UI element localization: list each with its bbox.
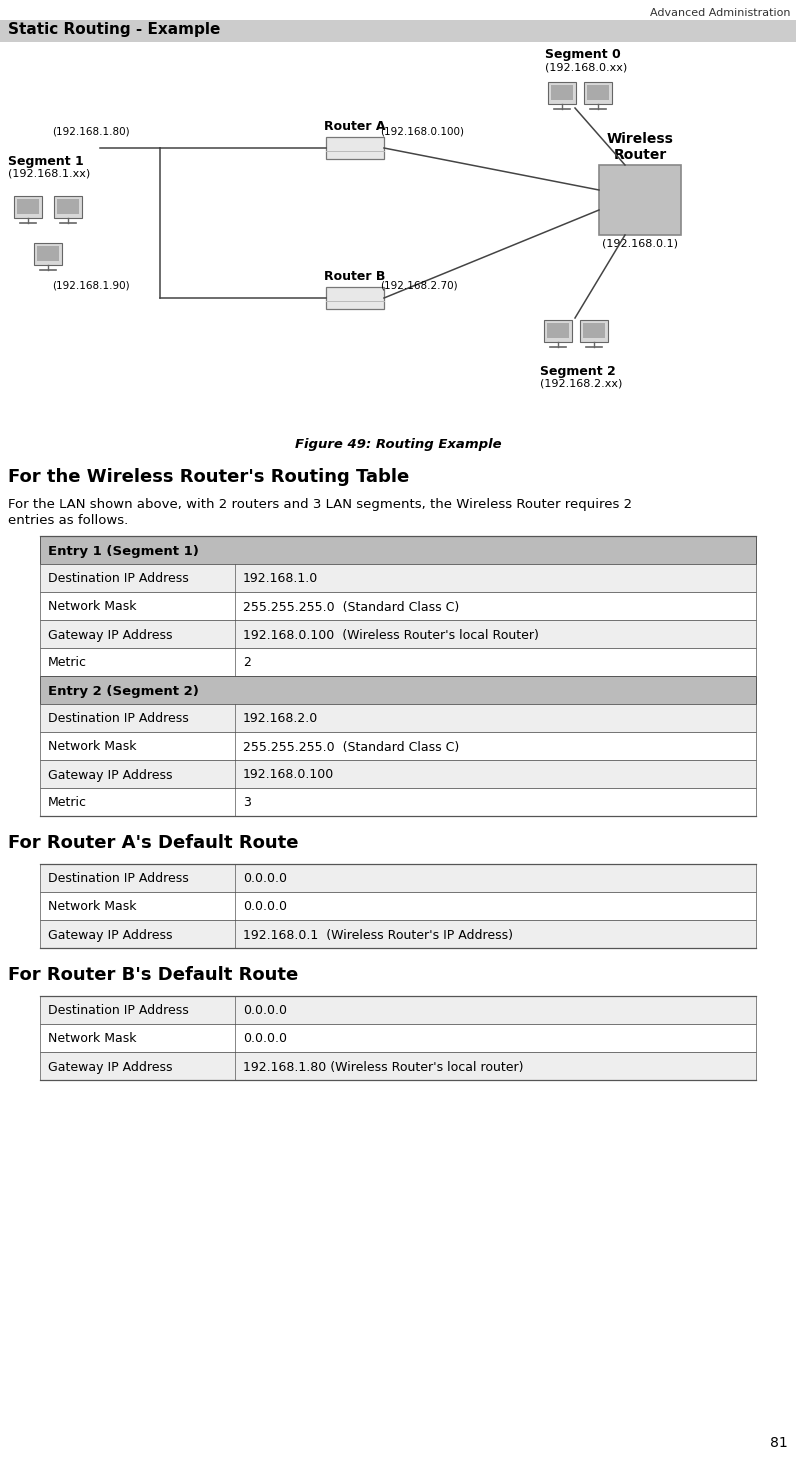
Text: (192.168.0.1): (192.168.0.1) bbox=[602, 238, 678, 248]
Text: Destination IP Address: Destination IP Address bbox=[48, 712, 189, 725]
Bar bbox=[14, 197, 42, 219]
Text: Network Mask: Network Mask bbox=[48, 740, 136, 753]
Text: 0.0.0.0: 0.0.0.0 bbox=[243, 1032, 287, 1045]
Bar bbox=[40, 788, 756, 816]
Text: 255.255.255.0  (Standard Class C): 255.255.255.0 (Standard Class C) bbox=[243, 600, 459, 614]
Text: Entry 2 (Segment 2): Entry 2 (Segment 2) bbox=[48, 684, 199, 697]
Bar bbox=[580, 320, 608, 342]
Bar bbox=[40, 893, 756, 920]
Text: (192.168.0.100): (192.168.0.100) bbox=[380, 126, 464, 137]
Text: 0.0.0.0: 0.0.0.0 bbox=[243, 872, 287, 885]
Bar bbox=[548, 82, 576, 104]
Text: (192.168.0.xx): (192.168.0.xx) bbox=[545, 62, 627, 72]
Bar bbox=[40, 760, 756, 788]
Bar bbox=[587, 85, 609, 100]
Text: (192.168.2.70): (192.168.2.70) bbox=[380, 280, 458, 291]
Text: 2: 2 bbox=[243, 656, 251, 669]
Text: Router A: Router A bbox=[324, 120, 386, 134]
Text: For the Wireless Router's Routing Table: For the Wireless Router's Routing Table bbox=[8, 468, 409, 486]
Bar bbox=[54, 197, 82, 219]
Bar bbox=[40, 733, 756, 760]
Text: 192.168.2.0: 192.168.2.0 bbox=[243, 712, 318, 725]
Bar bbox=[40, 564, 756, 592]
Bar bbox=[40, 592, 756, 619]
Bar bbox=[0, 21, 796, 43]
Text: 3: 3 bbox=[243, 797, 251, 809]
Text: 192.168.0.100  (Wireless Router's local Router): 192.168.0.100 (Wireless Router's local R… bbox=[243, 628, 539, 642]
Bar bbox=[40, 705, 756, 733]
Bar bbox=[17, 200, 39, 214]
Text: Destination IP Address: Destination IP Address bbox=[48, 872, 189, 885]
Bar bbox=[551, 85, 573, 100]
Bar bbox=[40, 1025, 756, 1053]
Bar bbox=[40, 865, 756, 893]
Text: (192.168.2.xx): (192.168.2.xx) bbox=[540, 379, 622, 389]
Text: Static Routing - Example: Static Routing - Example bbox=[8, 22, 220, 37]
Text: 0.0.0.0: 0.0.0.0 bbox=[243, 900, 287, 913]
Bar bbox=[544, 320, 572, 342]
Text: 192.168.0.100: 192.168.0.100 bbox=[243, 769, 334, 781]
Text: Figure 49: Routing Example: Figure 49: Routing Example bbox=[295, 437, 501, 451]
Text: (192.168.1.90): (192.168.1.90) bbox=[53, 280, 130, 291]
Bar bbox=[37, 247, 59, 261]
Bar bbox=[583, 323, 605, 338]
Bar bbox=[40, 1053, 756, 1080]
Text: For Router A's Default Route: For Router A's Default Route bbox=[8, 834, 298, 851]
Text: For the LAN shown above, with 2 routers and 3 LAN segments, the Wireless Router : For the LAN shown above, with 2 routers … bbox=[8, 498, 632, 511]
Text: Network Mask: Network Mask bbox=[48, 600, 136, 614]
Text: Segment 2: Segment 2 bbox=[540, 366, 616, 377]
Bar bbox=[40, 647, 756, 675]
Text: Gateway IP Address: Gateway IP Address bbox=[48, 628, 173, 642]
Text: Network Mask: Network Mask bbox=[48, 1032, 136, 1045]
Text: Segment 0: Segment 0 bbox=[545, 48, 621, 62]
Text: Segment 1: Segment 1 bbox=[8, 156, 84, 167]
Bar bbox=[599, 164, 681, 235]
Text: Gateway IP Address: Gateway IP Address bbox=[48, 769, 173, 781]
Text: Metric: Metric bbox=[48, 797, 87, 809]
Text: 255.255.255.0  (Standard Class C): 255.255.255.0 (Standard Class C) bbox=[243, 740, 459, 753]
Text: 192.168.0.1  (Wireless Router's IP Address): 192.168.0.1 (Wireless Router's IP Addres… bbox=[243, 928, 513, 941]
Text: Destination IP Address: Destination IP Address bbox=[48, 573, 189, 586]
Text: Entry 1 (Segment 1): Entry 1 (Segment 1) bbox=[48, 545, 199, 558]
Text: 192.168.1.80 (Wireless Router's local router): 192.168.1.80 (Wireless Router's local ro… bbox=[243, 1060, 524, 1073]
Bar bbox=[40, 619, 756, 647]
Text: Destination IP Address: Destination IP Address bbox=[48, 1004, 189, 1017]
Text: 192.168.1.0: 192.168.1.0 bbox=[243, 573, 318, 586]
Text: Router B: Router B bbox=[324, 270, 386, 283]
Text: (192.168.1.80): (192.168.1.80) bbox=[53, 126, 130, 137]
Bar bbox=[40, 995, 756, 1025]
Bar bbox=[326, 137, 384, 159]
Text: Wireless
Router: Wireless Router bbox=[607, 132, 673, 161]
Text: 81: 81 bbox=[771, 1436, 788, 1450]
Text: Gateway IP Address: Gateway IP Address bbox=[48, 928, 173, 941]
Bar bbox=[584, 82, 612, 104]
Bar bbox=[40, 920, 756, 948]
Text: (192.168.1.xx): (192.168.1.xx) bbox=[8, 169, 90, 179]
Bar bbox=[40, 536, 756, 564]
Text: Gateway IP Address: Gateway IP Address bbox=[48, 1060, 173, 1073]
Bar bbox=[57, 200, 79, 214]
Text: Advanced Administration: Advanced Administration bbox=[650, 7, 790, 18]
Bar bbox=[547, 323, 569, 338]
Text: Metric: Metric bbox=[48, 656, 87, 669]
Text: Network Mask: Network Mask bbox=[48, 900, 136, 913]
Text: 0.0.0.0: 0.0.0.0 bbox=[243, 1004, 287, 1017]
Bar bbox=[326, 288, 384, 308]
Text: entries as follows.: entries as follows. bbox=[8, 514, 128, 527]
Text: For Router B's Default Route: For Router B's Default Route bbox=[8, 966, 298, 984]
Bar bbox=[40, 675, 756, 705]
Bar bbox=[34, 244, 62, 266]
